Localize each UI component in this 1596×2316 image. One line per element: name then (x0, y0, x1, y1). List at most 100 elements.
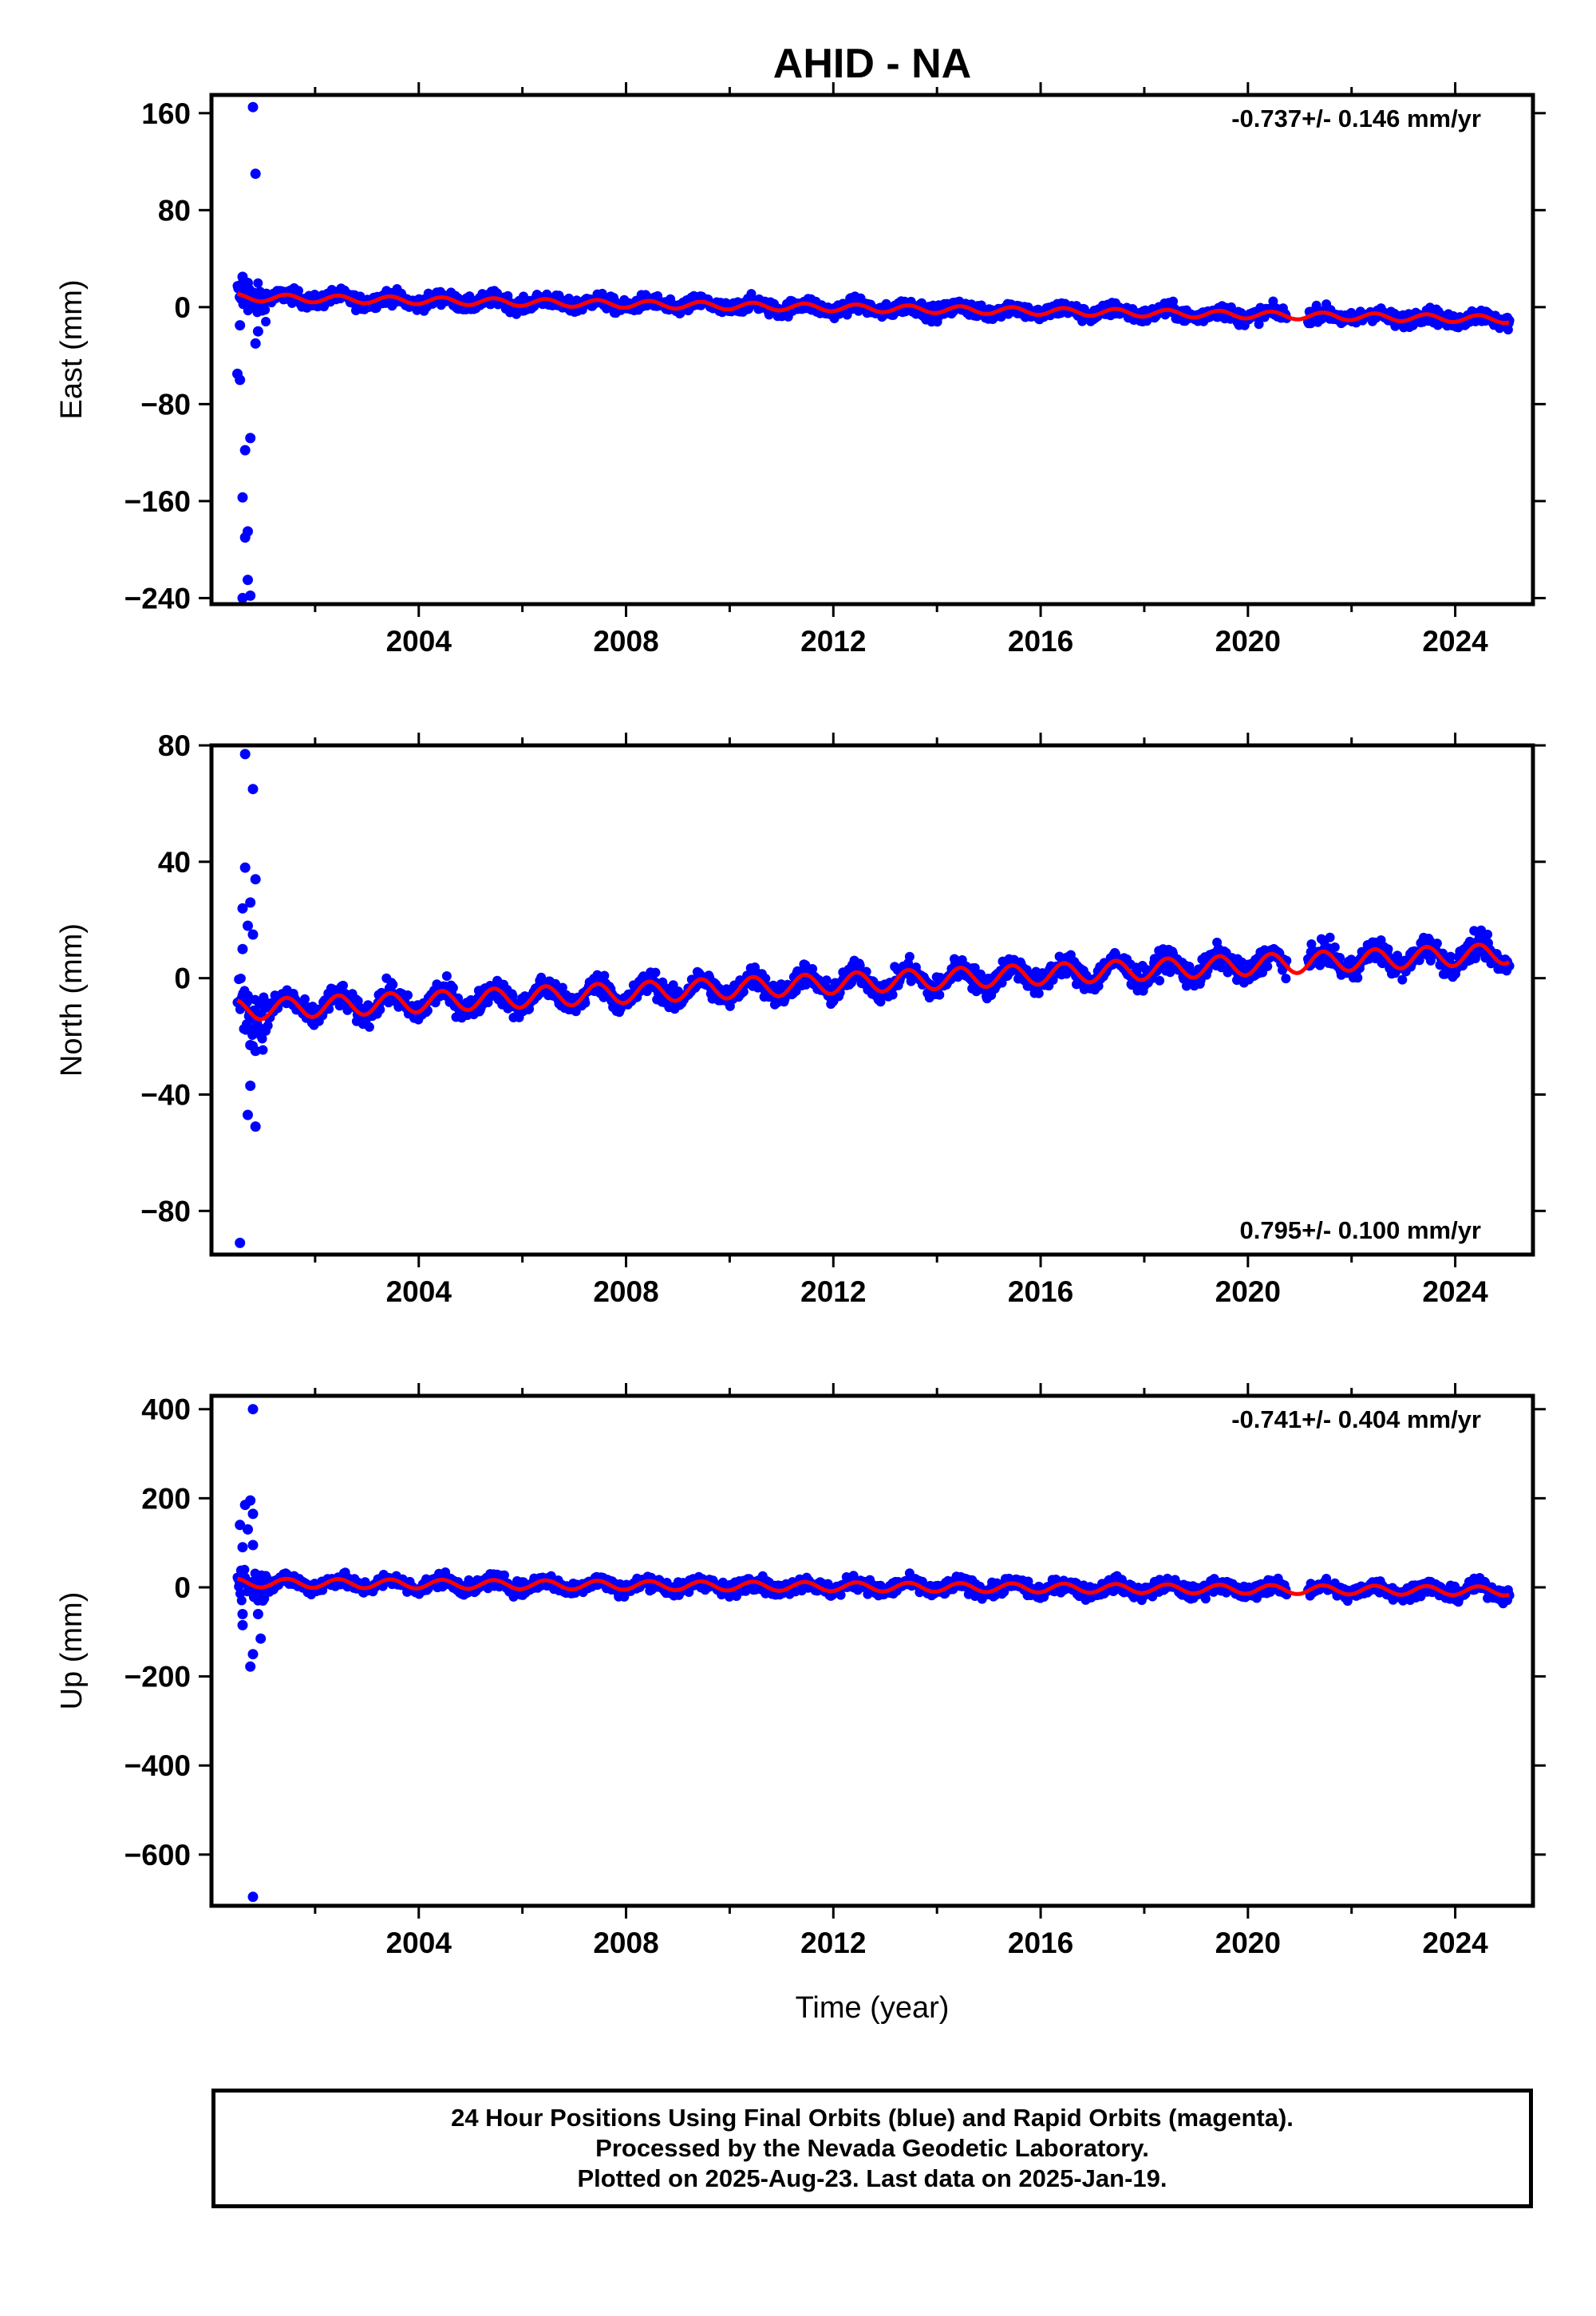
outlier-point (235, 320, 246, 331)
data-point (300, 994, 310, 1004)
data-point (970, 962, 980, 973)
data-point (353, 996, 363, 1006)
outlier-point (252, 1025, 263, 1036)
data-point (1383, 944, 1393, 954)
x-tick-label: 2020 (1215, 625, 1281, 658)
data-point (808, 964, 818, 974)
panel-1: 2004 2008 2012 2016 2020 202480400−40−80North… (55, 729, 1546, 1308)
data-point (500, 1570, 509, 1580)
panel-2: 2004 2008 2012 2016 2020 20244002000−200−400−… (55, 1383, 1546, 1959)
y-tick-label: −80 (140, 388, 191, 421)
data-point (1254, 319, 1264, 330)
data-point (1281, 974, 1291, 984)
outlier-point (243, 920, 253, 931)
outlier-point (247, 784, 259, 795)
x-tick-label: 2024 (1422, 625, 1488, 658)
data-point (1329, 942, 1340, 952)
x-tick-label: 2004 (386, 1275, 452, 1308)
data-point (338, 980, 348, 990)
outlier-point (243, 278, 253, 288)
data-point (1048, 974, 1058, 985)
outlier-point (237, 492, 248, 503)
panel-0: 2004 2008 2012 2016 2020 2024160800−80−160−24… (55, 82, 1546, 658)
plot-frame (209, 93, 1535, 607)
data-point (599, 970, 610, 981)
data-point (650, 967, 661, 978)
outlier-point (239, 749, 251, 760)
data-point (375, 1005, 385, 1014)
outlier-point (245, 433, 256, 444)
y-axis-label: North (mm) (55, 923, 89, 1077)
y-tick-label: 80 (158, 729, 191, 762)
outlier-point (239, 532, 251, 543)
outlier-point (243, 575, 253, 586)
data-point (904, 951, 915, 962)
data-point (1262, 961, 1273, 971)
data-points (232, 749, 1515, 1248)
y-tick-label: −80 (140, 1195, 191, 1227)
outlier-point (237, 903, 248, 914)
data-point (1483, 929, 1493, 939)
outlier-point (235, 1237, 246, 1248)
data-point (1168, 296, 1178, 306)
outlier-point (247, 101, 259, 113)
x-tick-label: 2020 (1215, 1275, 1281, 1308)
outlier-point (239, 445, 251, 456)
figure-title: AHID - NA (773, 41, 971, 87)
data-point (1033, 988, 1044, 998)
data-point (448, 982, 458, 993)
outlier-point (250, 1045, 261, 1057)
plot-frame (209, 743, 1535, 1257)
data-point (364, 1022, 374, 1032)
data-point (483, 998, 493, 1008)
data-point (1432, 939, 1442, 949)
outlier-point (250, 874, 261, 885)
data-point (1353, 973, 1363, 983)
outlier-point (237, 943, 248, 954)
data-point (557, 982, 567, 993)
outlier-point (245, 590, 256, 601)
data-points (232, 101, 1515, 603)
data-point (257, 1034, 267, 1044)
data-point (261, 317, 271, 326)
data-point (563, 293, 574, 303)
data-point (551, 978, 560, 989)
data-point (253, 278, 263, 288)
x-tick-label: 2016 (1008, 1275, 1073, 1308)
x-tick-label: 2012 (800, 1275, 866, 1308)
data-point (388, 979, 398, 990)
data-point (934, 990, 945, 1000)
outlier-point (250, 338, 261, 349)
data-point (441, 971, 452, 981)
outlier-point (243, 1109, 253, 1120)
data-point (1325, 932, 1335, 943)
model-fit-line (236, 943, 1511, 1022)
y-tick-label: −240 (124, 582, 191, 615)
x-tick-label: 2024 (1422, 1275, 1488, 1308)
outlier-point (250, 1121, 261, 1132)
data-point (258, 1045, 268, 1055)
data-point (1445, 951, 1456, 962)
data-point (580, 998, 591, 1008)
data-point (243, 990, 253, 1001)
data-point (1393, 951, 1403, 961)
data-point (536, 972, 547, 982)
data-point (508, 990, 518, 1001)
data-point (1306, 939, 1317, 949)
data-point (263, 1021, 273, 1031)
velocity-annotation: 0.795+/- 0.100 mm/yr (1240, 1216, 1481, 1244)
model-fit-line (236, 291, 1510, 326)
data-point (887, 990, 898, 1000)
data-points (232, 1404, 1515, 1903)
outlier-point (245, 1081, 256, 1091)
velocity-annotation: -0.737+/- 0.146 mm/yr (1231, 105, 1481, 132)
data-point (1268, 296, 1278, 306)
data-point (236, 1595, 247, 1606)
data-point (403, 990, 413, 1000)
x-tick-label: 2004 (386, 625, 452, 658)
x-tick-label: 2016 (1008, 625, 1073, 658)
outlier-point (245, 897, 256, 908)
data-point (260, 305, 271, 315)
x-tick-label: 2008 (593, 1275, 658, 1308)
